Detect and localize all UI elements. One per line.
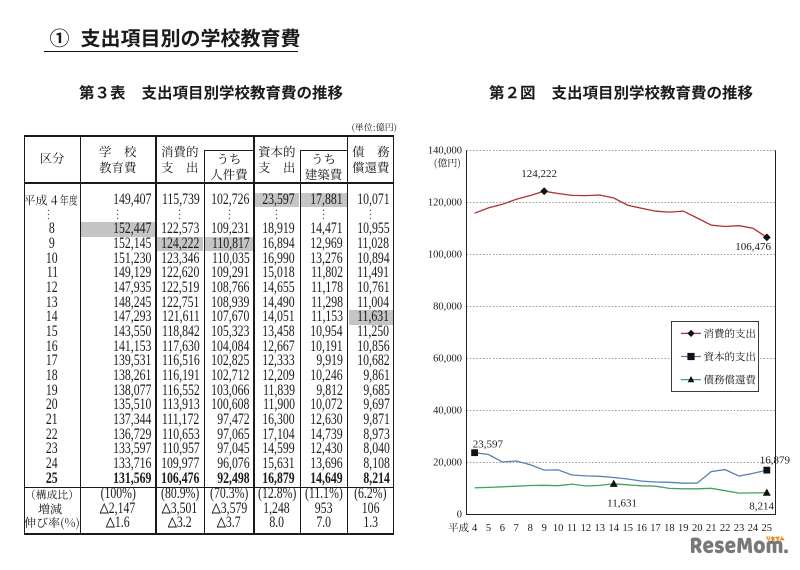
svg-text:11: 11 [567, 523, 577, 534]
svg-text:8,214: 8,214 [749, 501, 774, 513]
svg-text:4: 4 [472, 523, 478, 534]
svg-text:6: 6 [500, 523, 505, 534]
svg-text:14: 14 [609, 523, 620, 534]
svg-text:20,000: 20,000 [433, 458, 462, 469]
svg-text:120,000: 120,000 [428, 198, 462, 209]
svg-text:20: 20 [692, 523, 703, 534]
svg-text:11,631: 11,631 [607, 498, 637, 510]
svg-text:23: 23 [734, 523, 745, 534]
svg-text:40,000: 40,000 [433, 406, 462, 417]
svg-text:80,000: 80,000 [433, 302, 462, 313]
svg-text:16,879: 16,879 [760, 455, 791, 467]
svg-text:12: 12 [581, 523, 592, 534]
svg-text:16: 16 [636, 523, 647, 534]
svg-text:19: 19 [678, 523, 689, 534]
svg-text:22: 22 [720, 523, 731, 534]
svg-text:24: 24 [748, 523, 759, 534]
svg-text:7: 7 [514, 523, 519, 534]
svg-text:124,222: 124,222 [521, 168, 557, 180]
svg-text:21: 21 [706, 523, 717, 534]
svg-text:140,000: 140,000 [428, 146, 462, 157]
svg-text:13: 13 [595, 523, 606, 534]
svg-text:106,476: 106,476 [735, 241, 771, 253]
svg-text:25: 25 [762, 523, 773, 534]
svg-text:100,000: 100,000 [428, 250, 462, 261]
svg-text:9: 9 [542, 523, 547, 534]
svg-text:23,597: 23,597 [473, 439, 504, 451]
svg-text:18: 18 [664, 523, 675, 534]
svg-text:5: 5 [486, 523, 491, 534]
svg-text:15: 15 [622, 523, 633, 534]
svg-text:8: 8 [528, 523, 533, 534]
svg-text:0: 0 [457, 510, 462, 521]
svg-text:17: 17 [650, 523, 661, 534]
svg-text:60,000: 60,000 [433, 354, 462, 365]
svg-text:10: 10 [553, 523, 564, 534]
